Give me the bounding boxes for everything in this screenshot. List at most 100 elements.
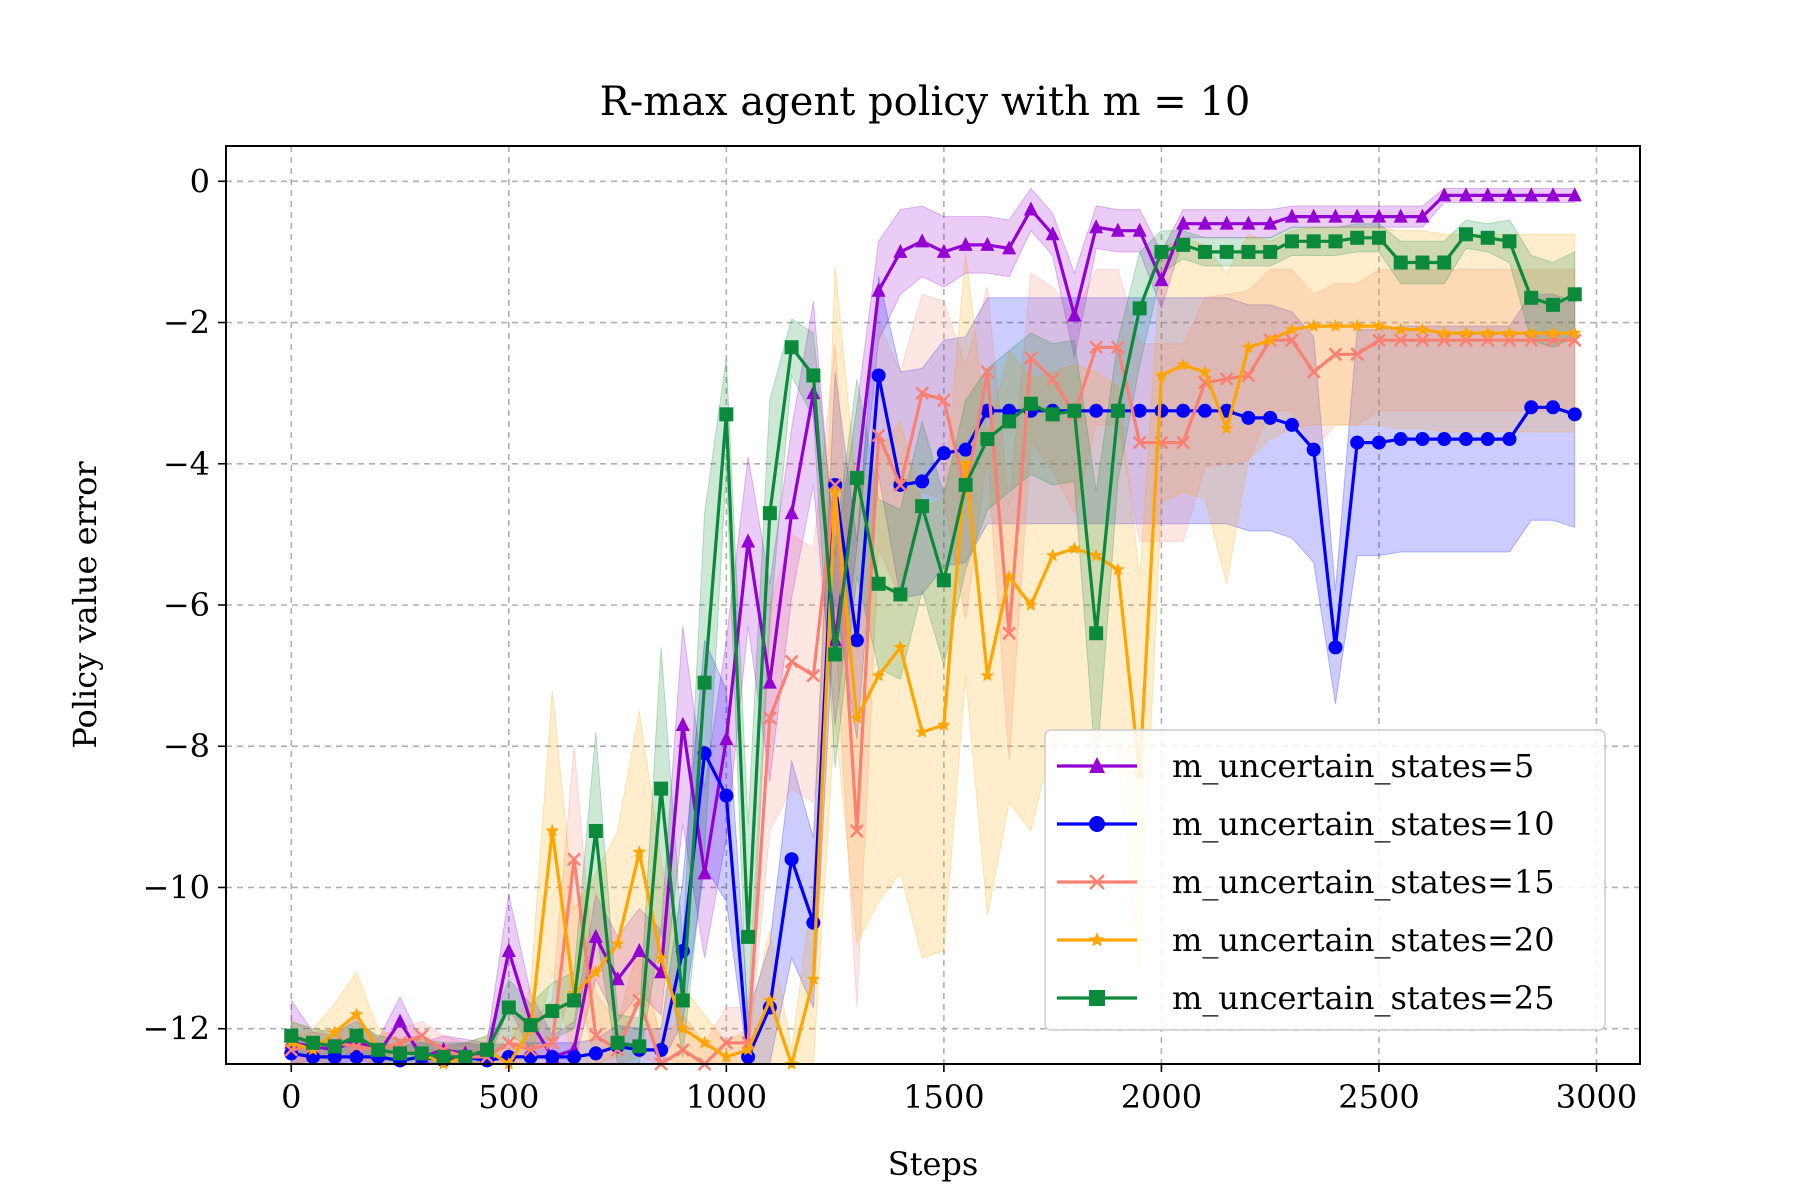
series-3-point (1481, 326, 1495, 339)
legend-label: m_uncertain_states=5 (1172, 747, 1534, 785)
series-3-point (1350, 319, 1364, 332)
y-tick-label: −12 (142, 1010, 210, 1048)
series-1-point (349, 1049, 364, 1064)
series-3-point (349, 1007, 364, 1021)
series-4-point (1176, 237, 1191, 252)
series-1-point (327, 1049, 342, 1064)
y-tick-label: −10 (142, 868, 210, 906)
series-3-point (654, 951, 668, 964)
series-4-point (1263, 244, 1278, 259)
series-2-point (675, 1042, 690, 1057)
series-0-band (290, 187, 1576, 1065)
series-4-band (290, 219, 1576, 1065)
series-4-point (1328, 234, 1343, 249)
series-2-point (501, 1035, 516, 1050)
series-1-point (1524, 400, 1539, 415)
series-3-point (1372, 319, 1386, 332)
series-2-point (871, 428, 886, 443)
chart-title: R-max agent policy with m = 10 (600, 79, 1251, 125)
series-3-point (915, 725, 929, 738)
series-0-point (632, 943, 647, 958)
series-2-point (980, 365, 995, 379)
series-2-point (1393, 333, 1408, 348)
y-tick-label: −6 (163, 586, 210, 624)
series-4-point (871, 576, 886, 591)
series-3-point (1220, 421, 1234, 435)
series-4-point (1524, 290, 1539, 305)
series-4-point (545, 1004, 560, 1019)
series-4-point (588, 823, 603, 838)
series-2-point (762, 711, 777, 725)
series-lines (284, 187, 1582, 1071)
series-2-point (1502, 333, 1517, 348)
series-1-point (1176, 403, 1191, 418)
series-3-point (676, 1021, 690, 1035)
series-3-point (893, 640, 907, 653)
series-4-point (632, 1039, 647, 1054)
series-0-point (1437, 187, 1452, 202)
series-4-point (501, 1000, 516, 1015)
series-4-point (1393, 255, 1408, 270)
series-3-point (1524, 326, 1538, 339)
series-1-point (1328, 640, 1343, 655)
series-2-point (893, 478, 908, 492)
series-3-point (719, 1049, 733, 1063)
series-1-point (1132, 403, 1147, 418)
series-2-point (1002, 626, 1017, 641)
series-4-point (1197, 244, 1212, 259)
series-1-point (1263, 410, 1278, 425)
series-2-point (1567, 333, 1582, 348)
series-4-point (523, 1018, 538, 1033)
series-3-point (1437, 326, 1451, 339)
series-4-point (806, 368, 821, 383)
series-0-point (1045, 226, 1060, 241)
series-2-point (719, 1035, 734, 1050)
series-4-point (1241, 244, 1256, 259)
series-1-point (719, 788, 734, 803)
series-0-point (915, 233, 930, 248)
series-1-point (1502, 432, 1517, 447)
series-3-point (632, 845, 646, 858)
series-0-point (936, 243, 951, 258)
series-4-point (762, 506, 777, 521)
series-2-point (936, 393, 951, 408)
series-0-point (1154, 272, 1169, 287)
series-2-point (1176, 435, 1191, 450)
series-2-point (1459, 333, 1473, 348)
legend-marker (1089, 990, 1105, 1006)
series-0-point (501, 943, 516, 958)
series-4-point (1567, 287, 1582, 302)
series-2-point (523, 1042, 538, 1057)
series-0-point (784, 505, 799, 520)
series-1-point (1154, 403, 1169, 418)
legend: m_uncertain_states=5 m_uncertain_states=1… (1044, 729, 1606, 1031)
series-0-point (1350, 208, 1365, 223)
series-0-point (1328, 208, 1343, 223)
series-1-point (1371, 435, 1386, 450)
series-1-point (806, 915, 821, 930)
series-2-point (1372, 333, 1386, 348)
series-3-point (741, 1042, 755, 1056)
series-4-point (349, 1028, 364, 1043)
series-2-point (806, 668, 821, 683)
series-3-point (1089, 548, 1103, 562)
series-3-point (850, 711, 864, 724)
series-1-point (523, 1049, 538, 1064)
series-2-point (1480, 333, 1495, 348)
x-axis-label: Steps (888, 1145, 979, 1183)
series-3-point (1176, 357, 1190, 371)
series-4-point (741, 929, 756, 944)
series-0-point (697, 865, 712, 880)
legend-item: m_uncertain_states=5 (1057, 747, 1534, 785)
series-2-point (1328, 347, 1343, 362)
series-3-point (937, 718, 951, 731)
series-2-point (1024, 350, 1038, 365)
series-1-point (1306, 442, 1321, 457)
series-4-point (1350, 230, 1365, 245)
series-3-point (763, 993, 777, 1007)
series-0-point (1176, 215, 1191, 230)
y-tick-label: 0 (190, 162, 210, 200)
series-0-point (980, 236, 995, 251)
series-2-point (849, 824, 864, 838)
series-1-point (936, 446, 951, 461)
